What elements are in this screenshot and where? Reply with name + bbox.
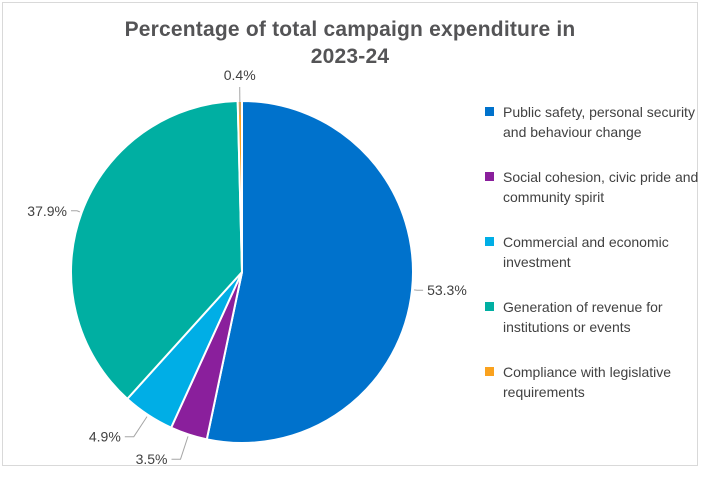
percent-label-3: 4.9% — [89, 429, 121, 445]
legend-label: Generation of revenue for institutions o… — [503, 297, 703, 337]
percent-label-4: 37.9% — [27, 203, 67, 219]
legend-label: Commercial and economic investment — [503, 232, 703, 272]
leader-line-4 — [71, 211, 80, 212]
legend-swatch-icon — [485, 107, 494, 116]
legend-label: Compliance with legislative requirements — [503, 362, 703, 402]
pie-slices — [71, 101, 413, 443]
legend-swatch-icon — [485, 172, 494, 181]
legend: Public safety, personal security and beh… — [485, 102, 703, 427]
legend-swatch-icon — [485, 237, 494, 246]
legend-label: Social cohesion, civic pride and communi… — [503, 167, 703, 207]
legend-swatch-icon — [485, 302, 494, 311]
leader-line-2 — [172, 436, 189, 459]
legend-item-2: Social cohesion, civic pride and communi… — [485, 167, 703, 224]
pie-chart: 53.3% 3.5% 4.9% 37.9% 0.4% — [3, 3, 481, 478]
legend-swatch-icon — [485, 367, 494, 376]
legend-label: Public safety, personal security and beh… — [503, 102, 703, 142]
chart-frame: Percentage of total campaign expenditure… — [2, 2, 698, 466]
legend-item-3: Commercial and economic investment — [485, 232, 703, 289]
percent-label-1: 53.3% — [427, 282, 467, 298]
legend-item-4: Generation of revenue for institutions o… — [485, 297, 703, 354]
legend-item-1: Public safety, personal security and beh… — [485, 102, 703, 159]
percent-label-2: 3.5% — [136, 451, 168, 467]
legend-item-5: Compliance with legislative requirements — [485, 362, 703, 419]
percent-label-5: 0.4% — [224, 67, 256, 83]
leader-line-3 — [125, 417, 147, 437]
